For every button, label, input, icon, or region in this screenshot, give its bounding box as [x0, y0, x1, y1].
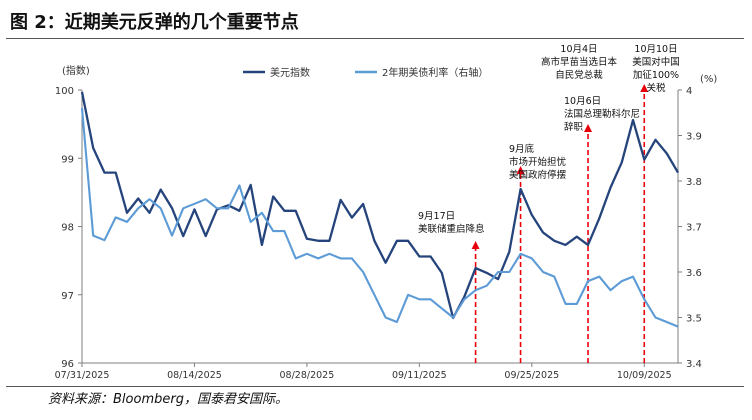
title-divider — [6, 38, 744, 39]
event-annotation: 10月10日美国对中国加征100%关税 — [632, 44, 680, 94]
y-left-tick-label: 98 — [61, 223, 74, 234]
series-line-2y-yield — [80, 108, 679, 328]
event-annotation-line: 9月底 — [509, 143, 535, 155]
x-tick-label: 08/28/2025 — [280, 370, 335, 381]
x-tick-label: 08/14/2025 — [167, 370, 222, 381]
series-line-dxy — [80, 91, 679, 320]
event-annotation-line: 美国政府停摆 — [509, 169, 567, 181]
y-left-tick-label: 97 — [61, 291, 74, 302]
event-annotation-line: 关税 — [646, 82, 666, 94]
y-right-tick-label: 3.4 — [686, 359, 702, 370]
event-annotation-line: 10月6日 — [564, 96, 601, 107]
event-annotation: 9月17日美联储重启降息 — [418, 211, 485, 235]
x-tick-label: 10/09/2025 — [617, 370, 672, 381]
x-tick-label: 07/31/2025 — [55, 370, 110, 381]
event-annotation-line: 法国总理勒科尔尼 — [564, 108, 640, 120]
event-annotation: 10月6日法国总理勒科尔尼辞职 — [564, 96, 640, 133]
event-annotation-line: 高市早苗当选日本 — [541, 56, 618, 68]
event-annotation-line: 美联储重启降息 — [418, 223, 485, 235]
event-annotation-line: 加征100% — [633, 70, 679, 81]
y-left-tick-label: 99 — [61, 154, 74, 165]
bottom-divider — [6, 386, 744, 387]
y-right-tick-label: 3.6 — [686, 268, 702, 279]
event-annotation-line: 9月17日 — [418, 211, 455, 222]
figure-title: 图 2：近期美元反弹的几个重要节点 — [10, 12, 299, 33]
x-tick-label: 09/25/2025 — [504, 370, 559, 381]
event-annotation-line: 美国对中国 — [632, 56, 680, 68]
y-right-tick-label: 4 — [686, 86, 692, 97]
event-annotation: 9月底市场开始担忧美国政府停摆 — [509, 143, 567, 181]
event-annotation-line: 10月4日 — [560, 44, 597, 55]
event-annotation: 10月4日高市早苗当选日本自民党总裁 — [541, 44, 618, 81]
event-annotation-line: 自民党总裁 — [555, 69, 603, 81]
y-left-tick-label: 96 — [61, 359, 74, 370]
y-right-tick-label: 3.9 — [686, 132, 702, 143]
x-tick-label: 09/11/2025 — [392, 370, 447, 381]
event-annotation-line: 10月10日 — [634, 44, 677, 55]
y-right-tick-label: 3.8 — [686, 177, 702, 188]
source-note: 资料来源：Bloomberg，国泰君安国际。 — [48, 392, 288, 407]
y-axis-left-unit: (指数) — [62, 64, 90, 77]
y-right-tick-label: 3.7 — [686, 223, 702, 234]
y-left-tick-label: 100 — [55, 86, 74, 97]
legend-label: 美元指数 — [270, 66, 310, 79]
legend-label: 2年期美债利率（右轴） — [382, 66, 488, 79]
event-annotation-line: 市场开始担忧 — [509, 156, 567, 168]
y-axis-right-unit: (%) — [700, 74, 717, 85]
y-right-tick-label: 3.5 — [686, 314, 702, 325]
event-annotation-line: 辞职 — [564, 121, 584, 133]
